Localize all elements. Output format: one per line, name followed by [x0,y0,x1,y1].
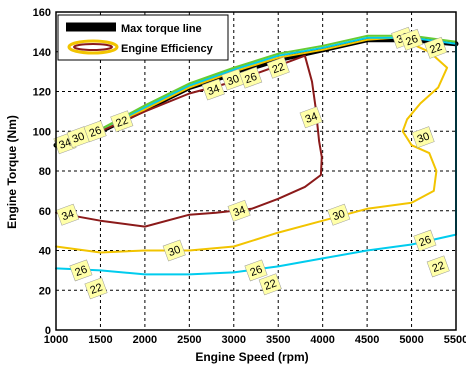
contour-label: 30 [66,126,90,149]
y-tick-label: 60 [39,206,51,218]
contour-label-box [299,106,323,129]
contour-label: 26 [69,259,93,282]
contour-label-text: 30 [331,208,347,223]
contour-label-text: 22 [271,61,287,76]
contour-label-box [266,56,290,79]
efficiency-contour-34 [55,54,323,228]
contour-label-text: 22 [114,115,130,130]
contour-labels: 3430262234302622343026223034343030262226… [53,26,450,300]
contour-label-box [400,28,424,51]
contour-label-box [244,259,268,282]
contour-label: 34 [299,106,323,129]
contour-label-text: 30 [225,73,241,88]
y-tick-label: 0 [45,325,51,337]
contour-label: 30 [411,126,435,149]
contour-label-text: 34 [206,83,222,98]
contour-label: 26 [244,259,268,282]
contour-label-box [110,110,134,133]
contour-label-box [258,273,282,296]
contour-label: 30 [327,203,351,226]
contour-label-text: 34 [232,204,248,219]
contour-label-text: 26 [243,71,259,86]
contour-label-text: 26 [417,234,433,249]
x-tick-label: 1500 [88,334,112,346]
legend: Max torque line Engine Efficiency [57,14,229,61]
contour-label: 26 [400,28,424,51]
contour-label: 22 [266,56,290,79]
contour-label-box [56,203,80,226]
plot-frame [55,11,457,331]
contour-label-text: 26 [404,33,420,48]
contour-label: 34 [201,78,225,101]
contour-label-text: 22 [428,41,444,56]
contour-label-box [83,120,107,143]
y-tick-label: 80 [39,166,51,178]
x-tick-label: 1000 [44,334,68,346]
y-tick-label: 160 [33,7,51,19]
contour-label: 34 [56,203,80,226]
x-axis-title: Engine Speed (rpm) [195,350,308,364]
contour-label-text: 34 [304,111,320,126]
x-tick-label: 3500 [266,334,290,346]
contour-label: 34 [227,199,251,222]
contour-label-box [424,36,448,59]
x-tick-label: 2000 [133,334,157,346]
contour-label-text: 26 [73,264,89,279]
contour-label-box [162,239,186,262]
contour-label-box [413,229,437,252]
axis-ticks: 1000 1500 2000 2500 3000 3500 4000 4500 5000 5500… [33,7,466,346]
contour-label-text: 30 [167,244,183,259]
legend-efficiency-inner [73,43,113,51]
contour-label: 22 [84,277,108,300]
contour-label: 30 [162,239,186,262]
contour-label-text: 34 [57,136,73,151]
contour-label-text: 22 [89,282,105,297]
contour-label: 22 [258,273,282,296]
y-tick-label: 100 [33,126,51,138]
contour-label-box [411,126,435,149]
contour-label-box [327,203,351,226]
y-tick-label: 20 [39,285,51,297]
legend-efficiency-outer [67,39,119,55]
x-tick-label: 4500 [355,334,379,346]
x-tick-label: 5000 [399,334,423,346]
contour-label-box [201,78,225,101]
contour-label-box [69,259,93,282]
contour-label-box [84,277,108,300]
x-tick-label: 3000 [222,334,246,346]
x-tick-label: 2500 [177,334,201,346]
contour-label-text: 22 [263,278,279,293]
y-tick-label: 40 [39,246,51,258]
contour-label-box [426,255,450,278]
contour-label-text: 26 [88,125,104,140]
x-tick-label: 4000 [310,334,334,346]
contour-label: 22 [424,36,448,59]
contour-label-text: 34 [60,208,76,223]
contour-label: 22 [110,110,134,133]
y-tick-label: 120 [33,87,51,99]
contour-label-text: 30 [416,130,432,145]
contour-label: 22 [426,255,450,278]
contour-label-box [239,66,263,89]
contour-label-text: 30 [71,130,87,145]
contour-label-box [227,199,251,222]
y-tick-label: 140 [33,47,51,59]
contour-label: 26 [239,66,263,89]
contour-label: 26 [83,120,107,143]
efficiency-contour-30 [55,36,449,254]
contour-label: 26 [413,229,437,252]
legend-label-efficiency: Engine Efficiency [121,43,214,55]
contour-label-text: 22 [431,260,447,275]
contour-label-text: 26 [249,264,265,279]
y-axis-title: Engine Torque (Nm) [5,115,19,229]
x-tick-label: 5500 [444,334,466,346]
legend-label-max-torque: Max torque line [121,23,202,35]
